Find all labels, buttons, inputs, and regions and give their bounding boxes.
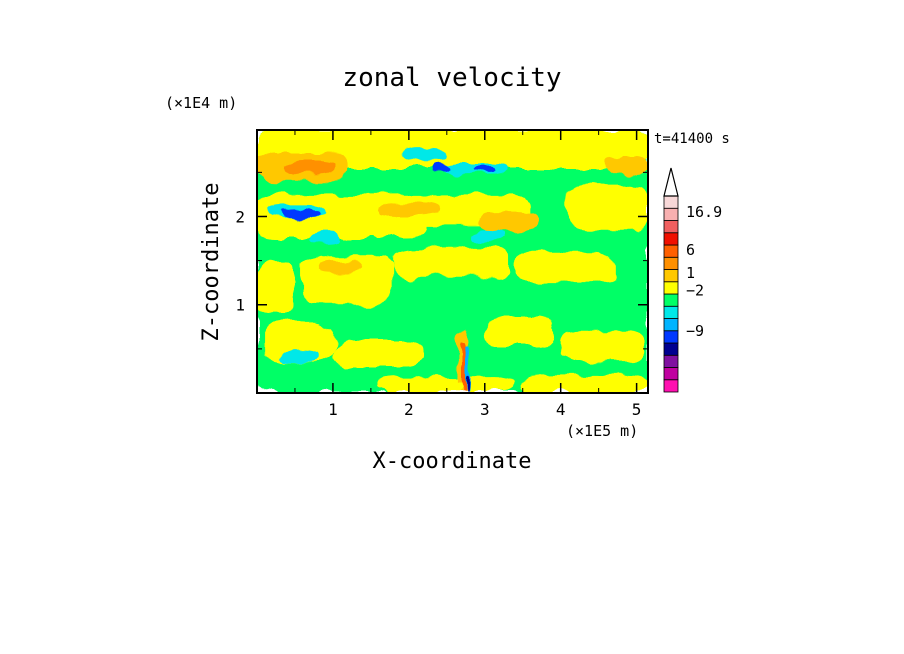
colorbar-label: 1 [686, 264, 695, 282]
colorbar-label: −2 [686, 281, 704, 299]
chart-title: zonal velocity [342, 63, 561, 93]
y-tick-label: 1 [235, 296, 245, 315]
colorbar-segment [663, 318, 679, 332]
colorbar-extend-arrow [663, 167, 679, 197]
velocity-region [257, 260, 295, 314]
colorbar: 16.9 6 1−2 −9 [663, 167, 722, 393]
velocity-region [378, 377, 516, 393]
colorbar-segment [663, 293, 679, 307]
colorbar-segment [663, 244, 679, 258]
x-tick-label: 5 [632, 400, 642, 419]
colorbar-segment [663, 281, 679, 295]
velocity-region [469, 228, 508, 242]
colorbar-segment [663, 305, 679, 319]
velocity-region [393, 247, 508, 279]
velocity-region [606, 156, 648, 175]
plot-area [257, 130, 648, 393]
colorbar-segment [663, 207, 679, 221]
velocity-region [264, 322, 333, 363]
velocity-region [515, 251, 614, 283]
colorbar-segment [663, 220, 679, 234]
colorbar-segment [663, 342, 679, 356]
x-unit-label: (×1E5 m) [566, 422, 638, 440]
x-tick-label: 1 [328, 400, 338, 419]
colorbar-segment [663, 256, 679, 270]
x-tick-label: 4 [556, 400, 566, 419]
velocity-region [484, 317, 554, 345]
x-axis: 1 2 3 4 5 [294, 130, 642, 419]
y-unit-label: (×1E4 m) [165, 94, 237, 112]
x-tick-label: 3 [480, 400, 490, 419]
velocity-region [332, 340, 425, 367]
velocity-region [522, 375, 648, 393]
velocity-region [317, 260, 364, 272]
velocity-region [287, 160, 333, 175]
colorbar-segment [663, 330, 679, 344]
y-axis-title: Z-coordinate [199, 183, 224, 342]
colorbar-segment [663, 232, 679, 246]
colorbar-segment [663, 379, 679, 393]
velocity-region [450, 382, 461, 393]
velocity-regions [257, 130, 648, 393]
plot-frame [256, 129, 649, 394]
velocity-region [401, 147, 447, 162]
colorbar-segment [663, 367, 679, 381]
velocity-region [477, 212, 538, 230]
y-axis: 12 [235, 171, 648, 350]
velocity-region [568, 185, 648, 230]
velocity-region [378, 203, 440, 217]
x-axis-title: X-coordinate [373, 449, 532, 474]
colorbar-label: −9 [686, 322, 704, 340]
velocity-region [560, 331, 645, 363]
y-tick-label: 2 [235, 207, 245, 226]
velocity-region [475, 166, 494, 173]
colorbar-segment [663, 269, 679, 283]
velocity-region [279, 350, 318, 363]
colorbar-label: 16.9 [686, 203, 722, 221]
colorbar-label: 6 [686, 241, 695, 259]
colorbar-segment [663, 195, 679, 209]
velocity-region [257, 130, 648, 168]
time-label: t=41400 s [654, 131, 730, 147]
velocity-region [465, 375, 469, 393]
x-tick-label: 2 [404, 400, 414, 419]
velocity-region [439, 163, 508, 175]
velocity-region [460, 340, 467, 393]
velocity-region [431, 165, 447, 173]
velocity-region [278, 209, 320, 219]
colorbar-segment [663, 354, 679, 368]
velocity-region [310, 234, 341, 245]
